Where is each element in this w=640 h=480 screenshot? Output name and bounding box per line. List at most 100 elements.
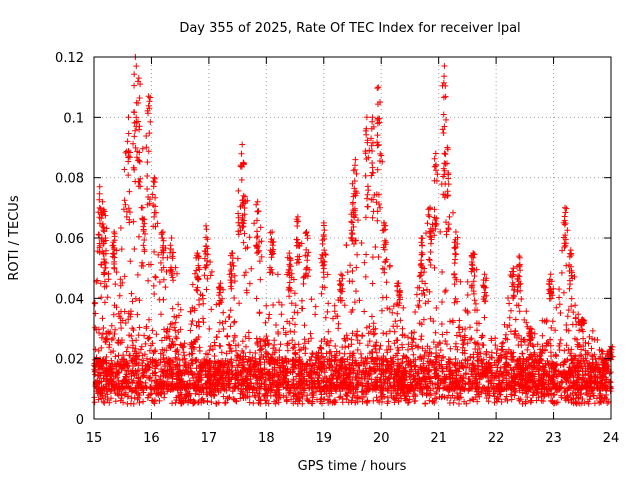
data-point	[352, 357, 359, 364]
data-point	[245, 329, 252, 336]
data-point	[409, 339, 416, 346]
data-point	[96, 183, 103, 190]
data-point	[374, 132, 381, 139]
data-point	[151, 291, 158, 297]
data-point	[426, 213, 433, 220]
data-point	[561, 347, 568, 354]
data-point	[158, 311, 164, 318]
data-point	[582, 339, 589, 346]
data-point	[405, 334, 411, 341]
data-point	[379, 265, 386, 272]
data-point	[200, 300, 207, 307]
data-point	[121, 273, 128, 280]
data-point	[557, 336, 564, 343]
data-point	[298, 297, 305, 304]
data-point	[272, 356, 279, 363]
data-point	[136, 297, 143, 304]
data-point	[361, 259, 368, 266]
data-point	[359, 333, 365, 340]
data-point	[440, 130, 447, 136]
data-point	[380, 330, 387, 337]
data-point	[598, 347, 605, 354]
data-point	[238, 370, 245, 376]
data-point	[464, 292, 471, 298]
data-point	[199, 395, 206, 402]
data-point	[98, 294, 105, 301]
data-point	[452, 229, 459, 235]
data-point	[508, 396, 515, 403]
data-point	[564, 356, 571, 363]
data-point	[439, 299, 445, 305]
data-point	[206, 325, 213, 332]
data-point	[231, 319, 237, 326]
data-point	[467, 336, 474, 343]
data-point	[291, 309, 298, 316]
data-point	[369, 148, 375, 154]
data-point	[538, 397, 545, 404]
data-point	[250, 363, 257, 370]
data-point	[535, 394, 542, 401]
data-point	[264, 390, 271, 397]
data-point	[300, 280, 307, 287]
data-point	[225, 395, 232, 401]
data-point	[339, 272, 346, 279]
data-point	[432, 329, 439, 336]
data-point	[405, 346, 411, 353]
data-point	[136, 324, 143, 331]
data-point	[587, 393, 594, 400]
data-point	[204, 275, 211, 282]
data-point	[499, 340, 506, 347]
data-point	[589, 352, 595, 359]
data-point	[355, 217, 361, 224]
data-point	[431, 399, 438, 406]
data-point	[349, 231, 356, 238]
data-point	[151, 174, 158, 181]
data-point	[175, 397, 182, 404]
data-point	[186, 397, 193, 404]
data-point	[313, 369, 320, 376]
data-point	[140, 242, 147, 249]
data-point	[187, 396, 194, 403]
data-point	[425, 353, 432, 360]
data-point	[312, 311, 319, 318]
data-point	[294, 309, 301, 316]
data-point	[203, 286, 210, 293]
data-point	[427, 240, 434, 247]
data-point	[147, 391, 154, 398]
data-point	[357, 379, 364, 386]
data-point	[211, 342, 218, 349]
data-point	[547, 336, 553, 343]
data-point	[217, 343, 224, 350]
data-point	[142, 340, 149, 347]
data-point	[147, 94, 154, 101]
data-point	[325, 328, 332, 335]
data-point	[453, 340, 459, 347]
data-point	[341, 350, 348, 357]
data-point	[129, 379, 136, 386]
data-point	[115, 352, 122, 359]
data-point	[515, 342, 522, 349]
data-point	[128, 290, 135, 297]
data-point	[374, 217, 381, 224]
data-point	[379, 294, 386, 301]
data-point	[437, 347, 444, 354]
data-point	[289, 315, 296, 322]
data-point	[293, 236, 300, 243]
data-point	[94, 277, 101, 284]
data-point	[278, 301, 285, 308]
data-point	[112, 398, 119, 405]
data-point	[362, 214, 369, 221]
data-point	[420, 360, 427, 367]
data-point	[442, 82, 449, 89]
data-point	[180, 367, 187, 374]
data-point	[364, 191, 371, 198]
data-point	[432, 374, 439, 381]
data-point	[506, 314, 513, 321]
data-point	[399, 325, 406, 332]
data-point	[112, 281, 119, 288]
data-point	[413, 291, 420, 298]
data-point	[286, 250, 293, 257]
data-point	[369, 214, 376, 221]
data-point	[274, 271, 281, 278]
data-point	[353, 264, 360, 271]
